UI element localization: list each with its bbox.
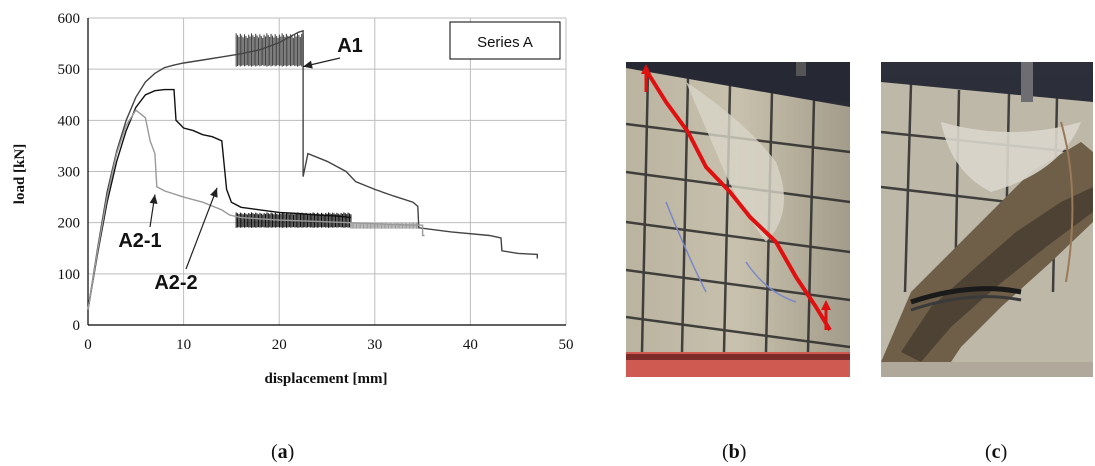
x-tick-label: 30	[367, 337, 382, 353]
y-tick-label: 0	[73, 318, 81, 334]
panel-label-a: (a)	[271, 441, 295, 463]
x-tick-label: 10	[176, 337, 191, 353]
annotation-arrowhead-A2-2	[210, 187, 218, 198]
legend-text: Series A	[477, 34, 533, 51]
series-annotations: A1 A2-1 A2-2	[118, 35, 362, 294]
x-tick-label: 20	[272, 337, 287, 353]
legend: Series A	[449, 21, 561, 60]
x-tick-label: 40	[463, 337, 478, 353]
y-tick-label: 500	[58, 62, 81, 78]
annotation-arrowhead-A2-1	[149, 194, 158, 205]
chart-axes	[87, 18, 566, 326]
x-tick-label: 50	[559, 337, 574, 353]
annotation-A1: A1	[337, 35, 363, 57]
legend-box	[449, 21, 561, 60]
specimen-photo-b	[626, 62, 850, 377]
y-tick-label: 200	[58, 216, 81, 232]
series-lines	[87, 29, 538, 310]
series-line-A2-1	[87, 109, 425, 310]
y-axis-label: load [kN]	[12, 144, 28, 204]
y-tick-label: 400	[58, 113, 81, 129]
annotation-arrow-A2-2	[185, 187, 218, 270]
specimen-photo-c	[881, 62, 1093, 377]
annotation-A2-1: A2-1	[118, 230, 161, 252]
panel-label-b: (b)	[722, 441, 747, 463]
y-tick-label: 300	[58, 165, 81, 181]
series-line-A1	[87, 29, 538, 310]
annotation-A2-2: A2-2	[154, 272, 197, 294]
series-line-A2-2	[87, 88, 351, 310]
x-axis-label: displacement [mm]	[265, 371, 388, 387]
y-tick-label: 100	[58, 267, 81, 283]
y-tick-label: 600	[58, 11, 81, 27]
x-tick-label: 0	[84, 337, 92, 353]
annotation-arrowhead-A1	[303, 60, 313, 69]
panel-label-c: (c)	[985, 441, 1008, 463]
series-bands	[235, 33, 419, 229]
